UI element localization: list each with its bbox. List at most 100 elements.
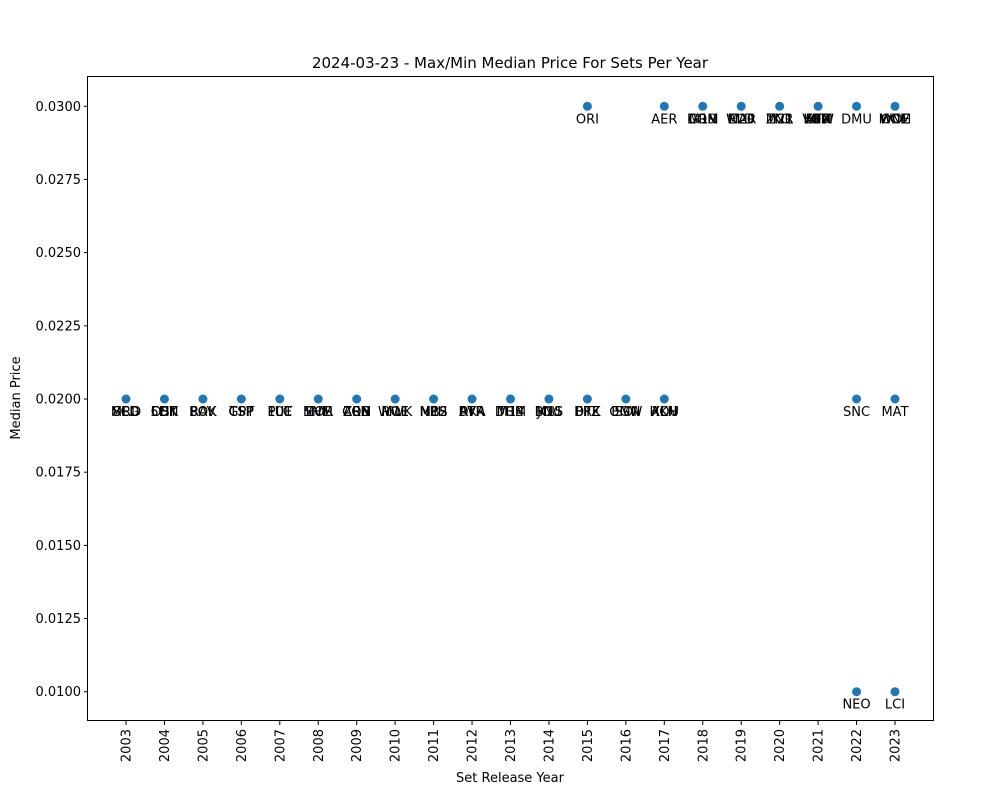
y-tick-label: 0.0250: [36, 246, 82, 261]
data-point-label: M12: [420, 405, 448, 420]
data-point-label: AVR: [459, 405, 485, 420]
data-point-label: RTR: [460, 405, 485, 420]
data-point-label: DGM: [495, 405, 526, 420]
data-point-label: DKA: [458, 405, 485, 420]
data-point: [698, 101, 708, 111]
data-point: [544, 394, 554, 404]
data-point-label: SOK: [189, 405, 216, 420]
x-tick-label: 2003: [120, 729, 135, 762]
data-point: [159, 394, 169, 404]
data-point-label: GRN: [688, 112, 717, 127]
y-axis: 0.0100 0.0125 0.0150 0.0175 0.0200 0.0225 0.02…: [36, 100, 88, 700]
x-tick-label: 2009: [350, 729, 365, 762]
x-tick-label: 2019: [735, 729, 750, 762]
data-point: [852, 394, 862, 404]
x-tick-label: 2020: [773, 729, 788, 762]
data-point-label: 8ED: [113, 405, 140, 420]
data-point-label: ZEN: [343, 405, 370, 420]
x-tick-label: 2015: [581, 729, 596, 762]
data-point-label: M15: [535, 405, 563, 420]
data-point-label: DOM: [687, 112, 718, 127]
x-tick-label: 2004: [158, 729, 173, 762]
data-point-label: EVE: [306, 405, 331, 420]
x-axis-label: Set Release Year: [456, 771, 565, 786]
data-point: [390, 394, 400, 404]
data-point-label: MBS: [420, 405, 448, 420]
y-tick-label: 0.0275: [36, 173, 82, 188]
x-tick-label: 2017: [658, 729, 673, 762]
data-point: [813, 101, 823, 111]
data-point: [659, 101, 669, 111]
data-point: [121, 394, 131, 404]
data-point: [582, 394, 592, 404]
x-tick-label: 2023: [889, 729, 904, 762]
data-point: [429, 394, 439, 404]
x-tick-label: 2012: [466, 729, 481, 762]
data-point-label: THS: [497, 405, 524, 420]
data-point-label: SHM: [304, 405, 333, 420]
data-point-label: M11: [381, 405, 409, 420]
data-point-label: MAT: [881, 405, 908, 420]
data-point-label: VOW: [802, 112, 834, 127]
data-point: [198, 394, 208, 404]
data-point-label: OGW: [609, 405, 642, 420]
x-tick-label: 2010: [389, 729, 404, 762]
x-tick-label: 2005: [196, 729, 211, 762]
data-point-label: ZNR: [766, 112, 794, 127]
data-point-label: SCG: [112, 405, 139, 420]
x-tick-label: 2008: [312, 729, 327, 762]
data-point-label: WOE: [879, 112, 910, 127]
data-point-label: MOR: [303, 405, 333, 420]
data-point-label: M20: [727, 112, 755, 127]
y-tick-label: 0.0200: [36, 393, 82, 408]
y-tick-label: 0.0125: [36, 612, 82, 627]
data-point: [890, 687, 900, 697]
data-point-label: ROE: [381, 405, 408, 420]
data-point-label: IKO: [769, 112, 791, 127]
x-tick-label: 2016: [619, 729, 634, 762]
data-point-label: M19: [689, 112, 717, 127]
data-point: [736, 101, 746, 111]
data-point: [352, 394, 362, 404]
data-point-label: ORI: [576, 112, 599, 127]
y-tick-label: 0.0175: [36, 466, 82, 481]
data-point: [467, 394, 477, 404]
data-point-label: XLN: [651, 405, 677, 420]
data-point-label: CSP: [229, 405, 254, 420]
data-point-label: BFZ: [575, 405, 600, 420]
data-point-label: AER: [651, 112, 677, 127]
y-tick-label: 0.0150: [36, 539, 82, 554]
x-tick-label: 2021: [812, 729, 827, 762]
x-tick-label: 2007: [273, 729, 288, 762]
data-point: [659, 394, 669, 404]
data-point-label: MOM: [879, 112, 912, 127]
data-point-label: WWK: [378, 405, 413, 420]
data-point: [775, 101, 785, 111]
data-point: [506, 394, 515, 404]
data-point-label: ELD: [728, 112, 753, 127]
data-point-label: ARB: [343, 405, 370, 420]
data-point-label: LCI: [885, 698, 905, 713]
data-point-label: BOK: [189, 405, 217, 420]
x-tick-label: 2006: [235, 729, 250, 762]
data-point-label: 5DN: [150, 405, 178, 420]
x-tick-label: 2022: [850, 729, 865, 762]
data-point-label: M14: [497, 405, 525, 420]
data-point-label: DST: [151, 405, 177, 420]
data-points: [121, 101, 900, 697]
data-point: [582, 101, 592, 111]
data-point-label: FUT: [267, 405, 292, 420]
data-point: [236, 394, 246, 404]
data-point-label: CON: [342, 405, 371, 420]
data-point-label: TSP: [228, 405, 253, 420]
data-point-label: EMN: [611, 405, 640, 420]
data-point-label: STX: [806, 112, 831, 127]
data-point-label: AFR: [805, 112, 830, 127]
data-point-label: 10E: [267, 405, 292, 420]
data-point-label: BNG: [535, 405, 564, 420]
data-point-label: GPT: [228, 405, 254, 420]
y-axis-label: Median Price: [9, 356, 24, 439]
data-point-label: AKH: [651, 405, 678, 420]
